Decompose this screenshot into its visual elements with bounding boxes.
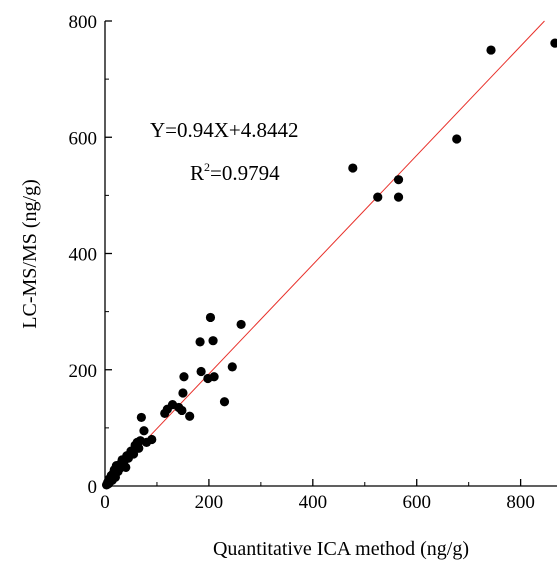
y-tick-label: 0 [88,477,98,498]
data-point [178,388,188,398]
data-point [209,372,219,382]
y-tick-label: 800 [69,12,98,33]
data-point [136,412,146,423]
data-points-layer [101,38,557,490]
regression-line [104,20,545,484]
y-tick-label: 200 [69,361,98,382]
r-squared-value: =0.9794 [210,161,280,185]
data-point [147,434,157,445]
x-tick-label: 0 [100,492,110,513]
x-tick-label: 800 [506,492,535,513]
data-point [208,336,218,346]
data-point [121,462,131,472]
r-squared-label: R2=0.9794 [190,160,280,185]
data-point [196,366,206,377]
y-tick-label: 600 [69,128,98,149]
data-point [227,362,237,372]
axes-layer: 0 200 400 600 800 0 200 400 600 800 [69,12,557,513]
data-point [205,312,216,323]
x-tick-label: 400 [299,492,328,513]
data-point [550,38,557,48]
data-point [134,443,144,453]
data-point [452,134,462,144]
x-tick-label: 600 [402,492,431,513]
data-point [393,175,404,185]
fit-line-layer [104,20,545,484]
data-point [185,411,195,421]
data-point [179,372,189,382]
data-point [236,319,246,330]
data-point [219,397,230,407]
data-point [486,45,496,55]
data-point [177,405,187,416]
data-point [139,426,149,436]
r-squared-superscript: 2 [204,160,210,174]
x-tick-label: 200 [195,492,224,513]
data-point [195,337,205,347]
data-point [348,163,358,173]
fit-equation: Y=0.94X+4.8442 [150,118,299,142]
data-point [373,192,383,202]
data-point [393,192,404,202]
y-axis-title: LC-MS/MS (ng/g) [19,179,41,328]
y-tick-label: 400 [69,245,98,266]
r-squared-prefix: R [190,161,204,185]
x-axis-title: Quantitative ICA method (ng/g) [213,538,469,560]
